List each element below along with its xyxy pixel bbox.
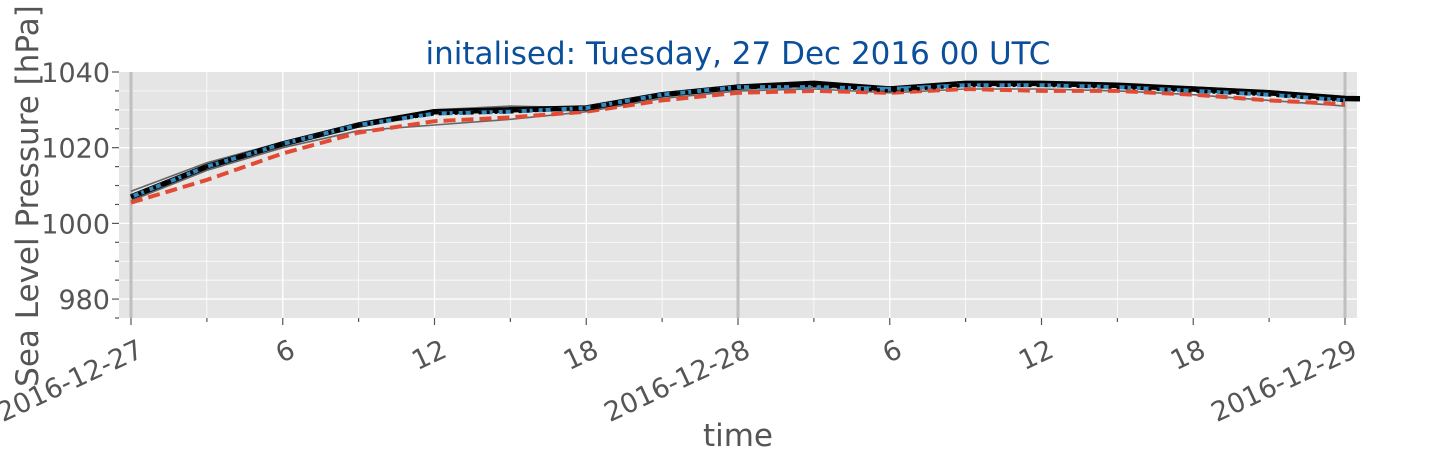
- x-tick-label: 6: [878, 334, 907, 369]
- tick-marks: [112, 71, 1346, 325]
- y-tick-label: 1020: [41, 134, 110, 165]
- x-tick-label: 6: [271, 334, 300, 369]
- series-line-dashed-red: [130, 87, 1346, 205]
- x-tick-label: 18: [559, 334, 603, 377]
- chart-title: initalised: Tuesday, 27 Dec 2016 00 UTC: [426, 36, 1051, 72]
- series-line-dotted-black: [130, 83, 1346, 199]
- x-tick-label: 2016-12-28: [600, 334, 755, 428]
- x-axis-label: time: [703, 418, 773, 454]
- y-tick-label: 1000: [41, 209, 110, 240]
- x-tick-label: 2016-12-29: [1207, 334, 1362, 428]
- y-tick-label: 980: [58, 285, 110, 316]
- y-axis-label: Sea Level Pressure [hPa]: [10, 5, 46, 387]
- data-series: [129, 80, 1361, 205]
- y-tick-labels: 980 1000 1020 1040: [41, 58, 110, 316]
- x-tick-label: 18: [1166, 334, 1210, 377]
- y-tick-label: 1040: [41, 58, 110, 89]
- x-tick-label: 12: [407, 334, 451, 377]
- x-tick-label: 12: [1014, 334, 1058, 377]
